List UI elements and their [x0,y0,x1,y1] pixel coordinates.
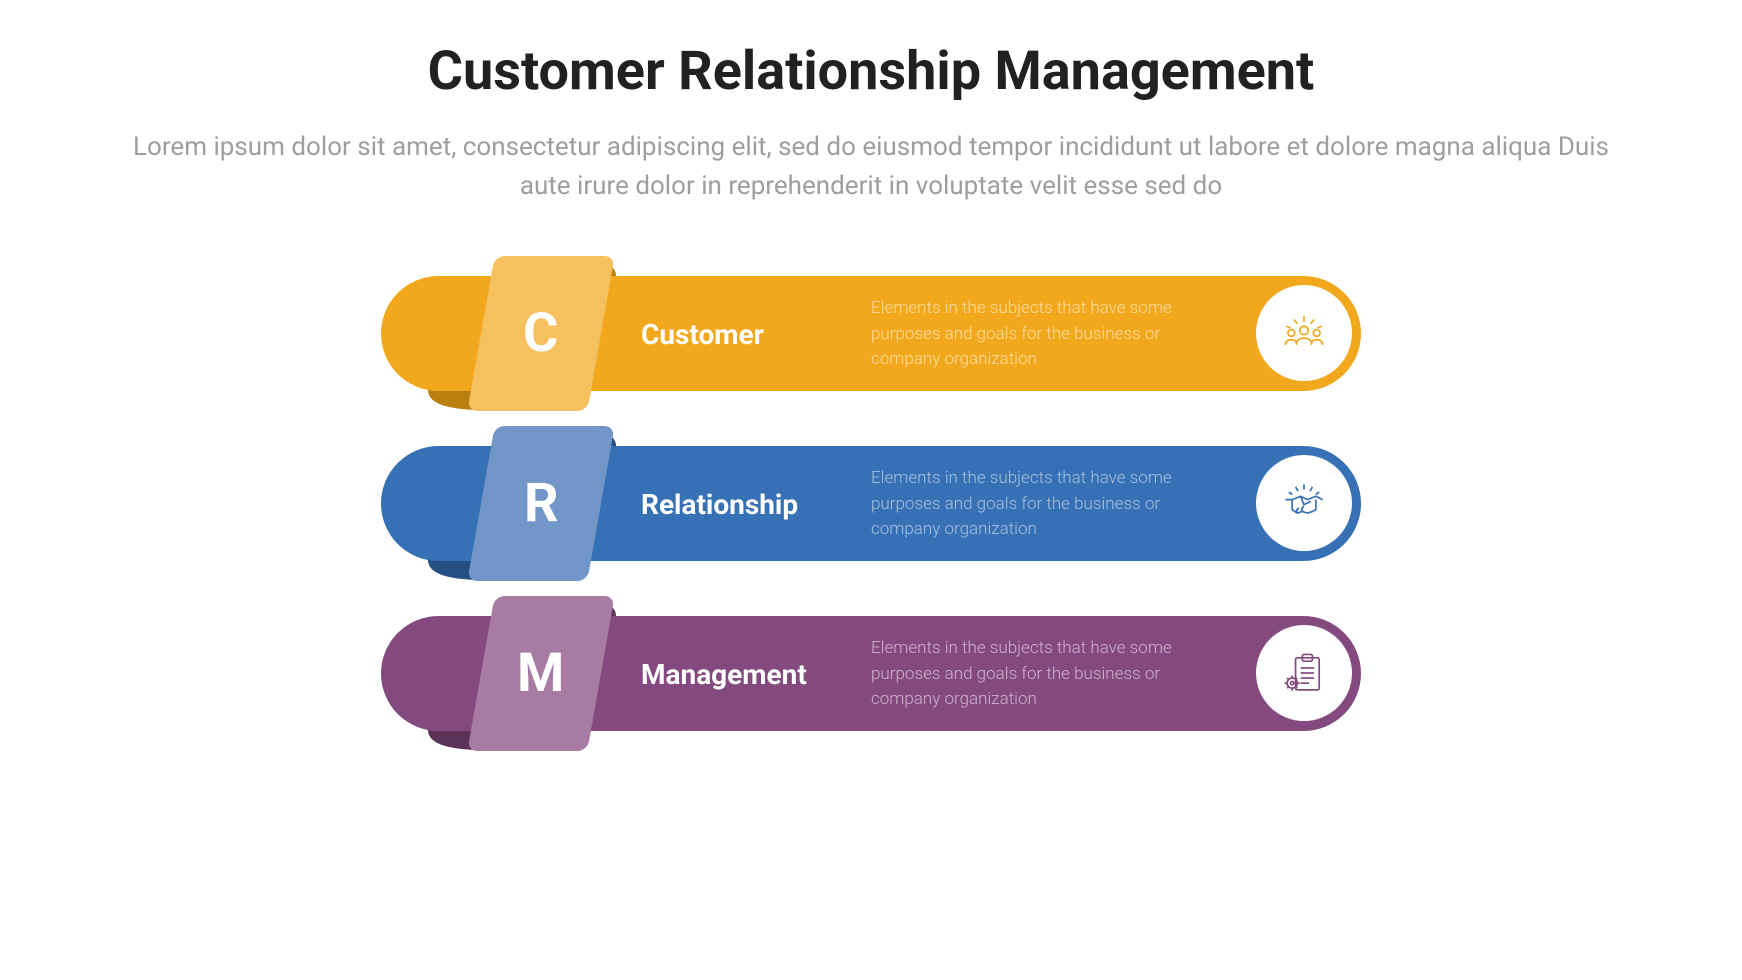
ribbon-letter: M [517,642,564,705]
pill-heading: Customer [641,318,764,351]
page-subtitle: Lorem ipsum dolor sit amet, consectetur … [121,128,1621,206]
pill-heading: Management [641,658,807,691]
icon-circle [1256,285,1352,381]
icon-circle [1256,625,1352,721]
pill-description: Elements in the subjects that have some … [871,466,1221,543]
team-icon [1277,306,1331,360]
icon-circle [1256,455,1352,551]
pill-heading: Relationship [641,488,798,521]
pills-container: C Customer Elements in the subjects that… [60,276,1682,731]
ribbon-letter: C [523,302,558,365]
pill-description: Elements in the subjects that have some … [871,636,1221,713]
pill-management: M Management Elements in the subjects th… [381,616,1361,731]
clipboard-icon [1277,646,1331,700]
pill-relationship: R Relationship Elements in the subjects … [381,446,1361,561]
pill-description: Elements in the subjects that have some … [871,296,1221,373]
ribbon-letter: R [524,472,559,535]
handshake-icon [1277,476,1331,530]
header: Customer Relationship Management Lorem i… [60,40,1682,206]
pill-customer: C Customer Elements in the subjects that… [381,276,1361,391]
page-title: Customer Relationship Management [60,40,1682,103]
